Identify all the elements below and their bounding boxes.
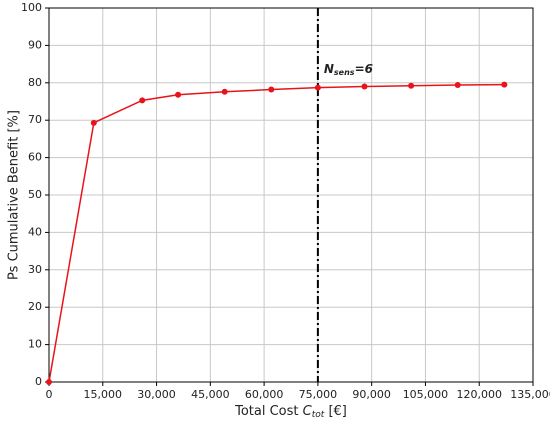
x-tick-label: 105,000: [403, 388, 449, 401]
threshold-label: Nsens=6: [324, 62, 373, 77]
label-main: N: [324, 62, 334, 76]
label-sub: sens: [334, 68, 355, 77]
y-tick-label: 90: [28, 38, 42, 51]
y-axis-label: Ps Cumulative Benefit [%]: [7, 110, 22, 280]
data-point: [454, 82, 461, 89]
x-label-text: Total Cost: [234, 404, 298, 419]
y-tick-label: 20: [28, 300, 42, 313]
x-tick-label: 45,000: [191, 388, 230, 401]
data-point: [314, 84, 321, 91]
y-tick-label: 60: [28, 151, 42, 164]
x-tick-label: 30,000: [137, 388, 176, 401]
data-point: [139, 97, 146, 104]
x-tick-label: 0: [46, 388, 53, 401]
series-line: [48, 83, 505, 383]
x-label-var: C: [303, 404, 313, 419]
data-point: [268, 86, 275, 93]
y-tick-label: 0: [35, 375, 42, 388]
y-tick-label: 100: [21, 1, 42, 14]
x-tick-label: 135,000: [510, 388, 550, 401]
plot-frame: [48, 7, 534, 383]
x-tick-label: 90,000: [352, 388, 391, 401]
data-point: [175, 91, 182, 98]
y-tick-label: 80: [28, 76, 42, 89]
x-tick-label: 15,000: [84, 388, 123, 401]
y-tick-label: 30: [28, 263, 42, 276]
data-point: [501, 81, 508, 88]
data-point: [408, 82, 415, 89]
data-point: [361, 83, 368, 90]
x-tick-label: 120,000: [456, 388, 502, 401]
x-tick-label: 75,000: [299, 388, 338, 401]
y-tick-label: 10: [28, 338, 42, 351]
data-point: [221, 88, 228, 95]
x-label-sub: tot: [312, 410, 325, 420]
y-tick-label: 70: [28, 113, 42, 126]
x-label-unit: [€]: [328, 404, 346, 419]
x-axis-label: Total Cost Ctot [€]: [234, 404, 347, 422]
y-tick-label: 40: [28, 225, 42, 238]
data-point: [90, 119, 97, 126]
x-tick-label: 60,000: [245, 388, 284, 401]
label-suffix: =6: [355, 62, 373, 76]
y-tick-label: 50: [28, 188, 42, 201]
data-point: [46, 379, 52, 385]
